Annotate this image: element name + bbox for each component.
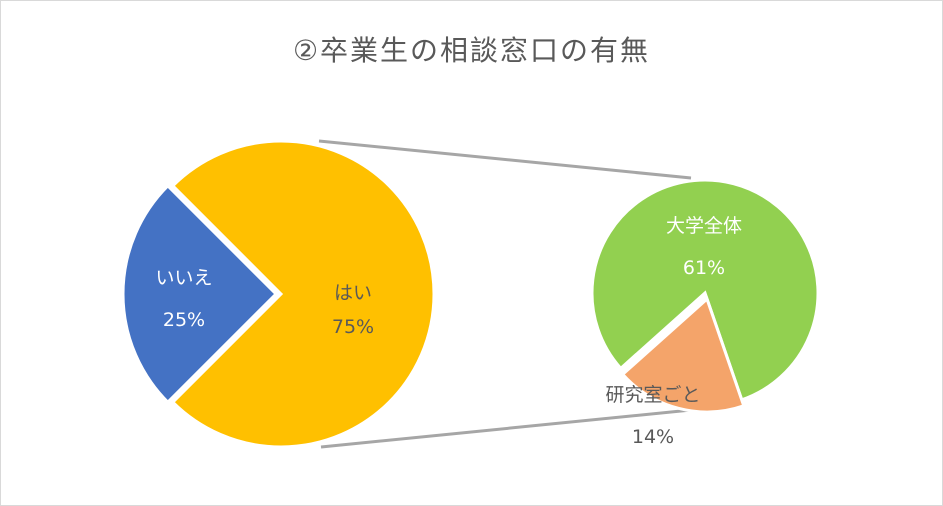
connector-line-bottom [320, 407, 702, 449]
data-label-daigaku-value: 61% [683, 257, 725, 279]
connector-line-top [318, 139, 692, 180]
data-label-hai-value: 75% [332, 316, 374, 338]
chart-title: ②卒業生の相談窓口の有無 [292, 34, 651, 67]
data-label-kenkyushitsu-name: 研究室ごと [605, 384, 700, 406]
data-label-iie-value: 25% [163, 309, 205, 331]
data-label-kenkyushitsu-value: 14% [632, 426, 674, 448]
pie-slice-hai [170, 139, 436, 449]
pie-slice-iie [121, 183, 279, 405]
data-label-hai-name: はい [334, 282, 372, 304]
pie-slice-kenkyushitsu [620, 296, 746, 414]
data-label-iie-name: いいえ [155, 267, 212, 289]
data-label-daigaku-name: 大学全体 [666, 215, 742, 237]
pie-slice-daigaku-zentai [590, 178, 820, 402]
